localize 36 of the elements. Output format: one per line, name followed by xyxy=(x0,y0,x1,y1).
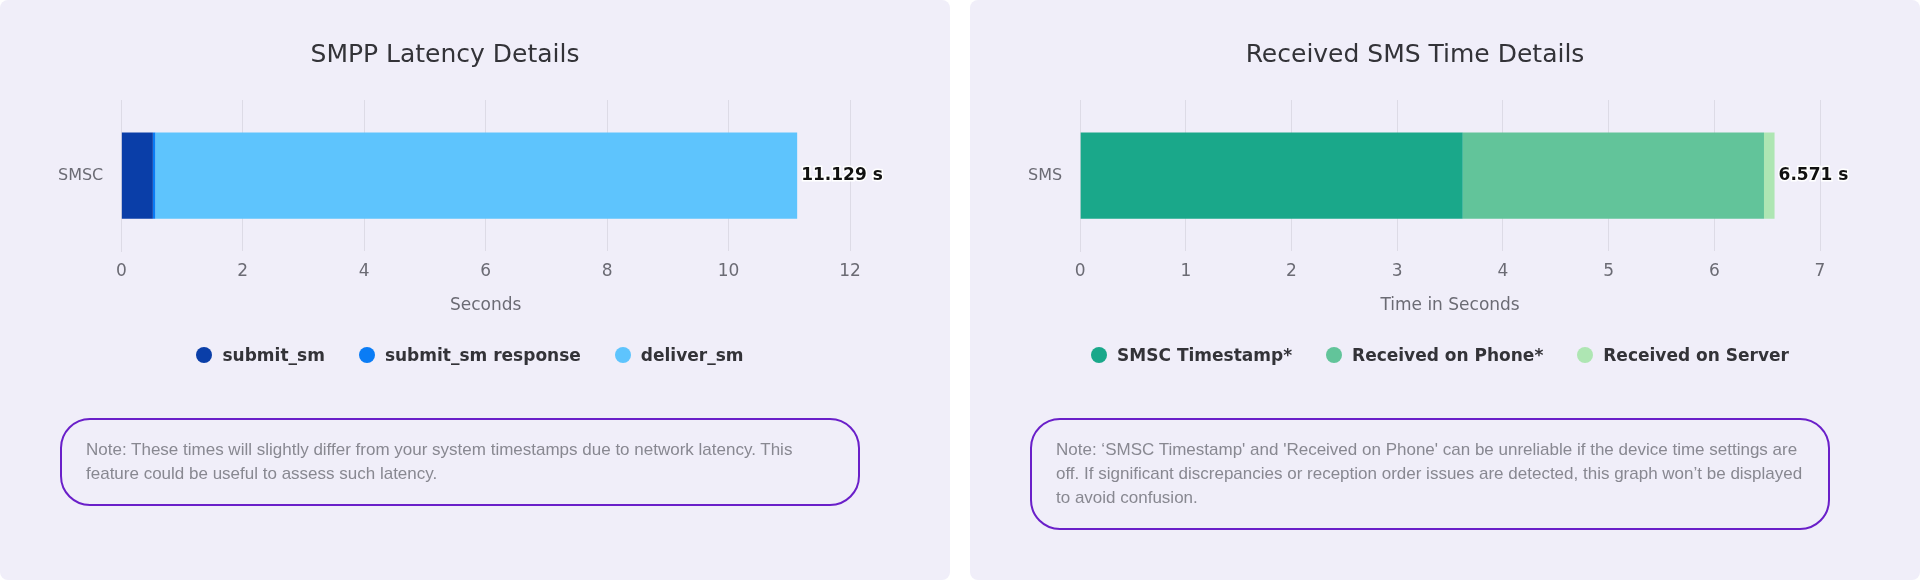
x-tick-label: 12 xyxy=(839,259,861,280)
legend-label: SMSC Timestamp* xyxy=(1117,345,1293,365)
x-tick-label: 8 xyxy=(601,259,613,280)
legend-label: deliver_sm xyxy=(640,345,744,365)
bar xyxy=(121,132,153,219)
x-tick-label: 0 xyxy=(1074,259,1086,280)
x-tick-label: 6 xyxy=(480,259,492,280)
chart-title: Received SMS Time Details xyxy=(1245,38,1585,68)
x-axis-title: Time in Seconds xyxy=(1379,294,1520,315)
legend-label: submit_sm response xyxy=(384,345,581,365)
x-tick-label: 5 xyxy=(1603,259,1615,280)
note-box: Note: ‘SMSC Timestamp' and 'Received on Phone' can be unreliable if the device time settings are off. If significant discrepancies or reception order issues are detected, this graph won’t be displayed to avoid confusion. xyxy=(1030,418,1830,530)
total-label: 6.571 s xyxy=(1778,164,1849,185)
x-tick-label: 10 xyxy=(717,259,740,280)
x-tick-label: 4 xyxy=(358,259,370,280)
y-tick-label: SMS xyxy=(1027,164,1063,184)
chart-title: SMPP Latency Details xyxy=(310,38,580,68)
x-tick-label: 2 xyxy=(237,259,249,280)
x-tick-label: 0 xyxy=(115,259,127,280)
legend-label: Received on Server xyxy=(1603,345,1789,365)
bar xyxy=(1462,132,1764,219)
x-tick-label: 2 xyxy=(1286,259,1297,280)
x-tick-label: 3 xyxy=(1391,259,1403,280)
legend-label: submit_sm xyxy=(222,345,325,365)
x-tick-label: 4 xyxy=(1497,259,1509,280)
bar xyxy=(155,132,798,219)
x-tick-label: 6 xyxy=(1708,259,1720,280)
legend-label: Received on Phone* xyxy=(1352,345,1544,365)
note-box: Note: These times will slightly differ from your system timestamps due to network latency. This feature could be useful to assess such latency. xyxy=(60,418,860,506)
total-label: 11.129 s xyxy=(801,164,883,185)
bar xyxy=(1763,132,1775,219)
bar xyxy=(1080,132,1463,219)
x-axis-title: Seconds xyxy=(449,294,522,315)
y-tick-label: SMSC xyxy=(57,164,104,184)
x-tick-label: 7 xyxy=(1814,259,1826,280)
x-tick-label: 1 xyxy=(1180,259,1192,280)
